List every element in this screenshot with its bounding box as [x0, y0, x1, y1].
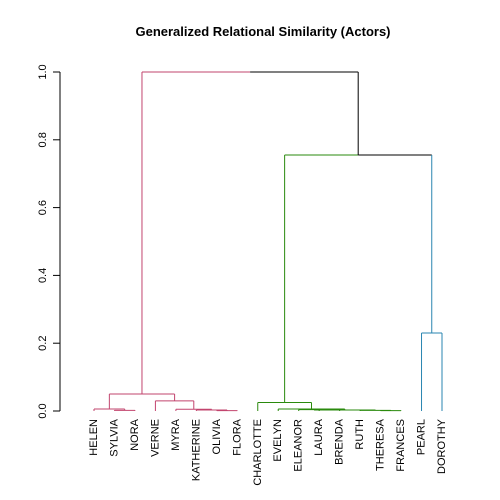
leaf-label-helen: HELEN [88, 419, 100, 456]
leaf-label-frances: FRANCES [395, 419, 407, 472]
merge-m1 [113, 409, 136, 411]
leaf-labels: HELEN SYLVIA NORA VERNE MYRA KATHERINE OLIVIA F… [88, 418, 448, 485]
leaf-label-myra: MYRA [170, 418, 182, 450]
leaf-label-pearl: PEARL [416, 419, 428, 455]
leaf-label-katherine: KATHERINE [190, 419, 202, 481]
leaf-label-olivia: OLIVIA [211, 418, 223, 454]
y-tick-label: 0.0 [37, 403, 49, 418]
leaf-label-laura: LAURA [313, 418, 325, 455]
dendrogram-branches [93, 71, 443, 412]
leaf-label-evelyn: EVELYN [272, 419, 284, 462]
leaf-label-theresa: THERESA [375, 418, 387, 471]
leaf-label-nora: NORA [129, 418, 141, 450]
merge-m15 [421, 332, 443, 411]
leaf-label-eleanor: ELEANOR [293, 419, 305, 472]
chart-title: Generalized Relational Similarity (Actor… [135, 24, 390, 39]
leaf-label-dorothy: DOROTHY [436, 418, 448, 474]
merge-m16 [284, 154, 433, 403]
leaf-label-flora: FLORA [231, 418, 243, 455]
y-tick-label: 0.4 [37, 268, 49, 283]
leaf-label-brenda: BRENDA [334, 418, 346, 465]
merge-m7 [108, 393, 176, 409]
leaf-label-verne: VERNE [149, 419, 161, 457]
leaf-label-sylvia: SYLVIA [108, 418, 120, 456]
y-tick-label: 1.0 [37, 64, 49, 79]
y-tick-label: 0.6 [37, 200, 49, 215]
merge-m17 [141, 71, 359, 395]
y-tick-label: 0.2 [37, 336, 49, 351]
y-tick-label: 0.8 [37, 132, 49, 147]
leaf-label-charlotte: CHARLOTTE [252, 419, 264, 486]
leaf-label-ruth: RUTH [354, 419, 366, 450]
y-axis: 0.0 0.2 0.4 0.6 0.8 1.0 [37, 64, 61, 419]
